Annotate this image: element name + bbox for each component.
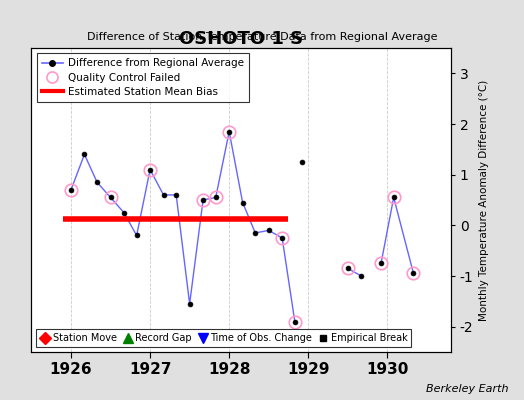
- Legend: Station Move, Record Gap, Time of Obs. Change, Empirical Break: Station Move, Record Gap, Time of Obs. C…: [36, 329, 411, 347]
- Text: Difference of Station Temperature Data from Regional Average: Difference of Station Temperature Data f…: [87, 32, 437, 42]
- Title: OSHOTO 1 S: OSHOTO 1 S: [179, 30, 303, 48]
- Text: Berkeley Earth: Berkeley Earth: [426, 384, 508, 394]
- Y-axis label: Monthly Temperature Anomaly Difference (°C): Monthly Temperature Anomaly Difference (…: [479, 79, 489, 321]
